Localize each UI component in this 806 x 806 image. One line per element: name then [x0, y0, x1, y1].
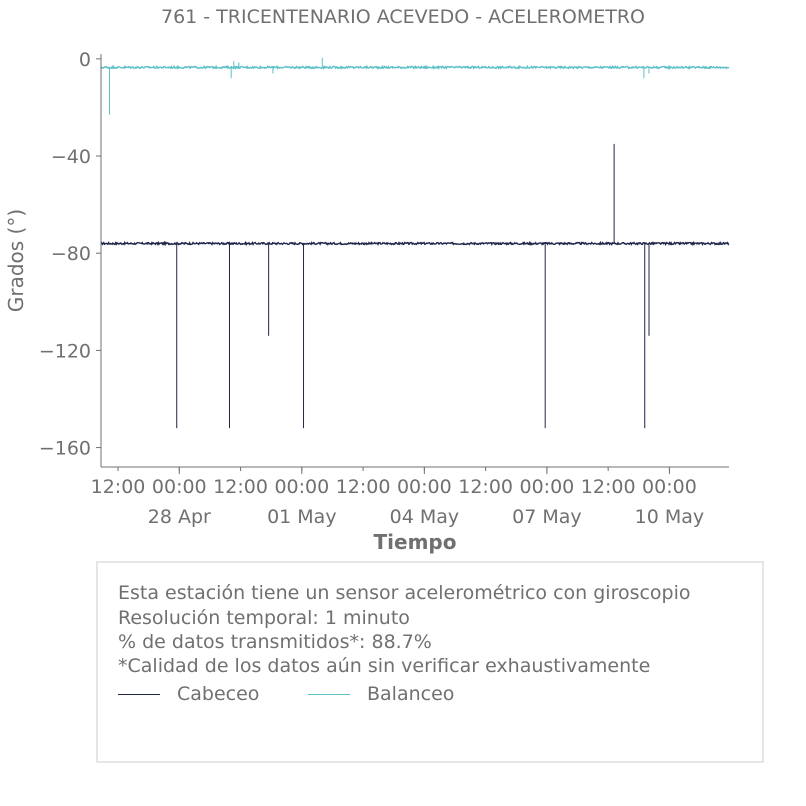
- x-minor-tick-label-8: 12:00: [581, 476, 636, 498]
- x-minor-tick-label-3: 00:00: [274, 476, 329, 498]
- x-major-tick-label-0: 28 Apr: [148, 506, 211, 528]
- x-minor-tick-label-4: 12:00: [336, 476, 391, 498]
- y-tick-label-1: −40: [51, 146, 91, 168]
- chart-title: 761 - TRICENTENARIO ACEVEDO - ACELEROMET…: [160, 6, 646, 28]
- legend-swatch-balanceo: [308, 694, 350, 695]
- y-tick-label-4: −160: [39, 438, 91, 460]
- info-quality-line: *Calidad de los datos aún sin verificar …: [118, 655, 651, 677]
- legend-swatch-cabeceo: [118, 694, 160, 695]
- plot-area: [100, 57, 730, 429]
- x-major-tick-label-1: 01 May: [267, 506, 337, 528]
- info-box: Esta estación tiene un sensor aceleromét…: [96, 561, 764, 763]
- legend-label-cabeceo: Cabeceo: [177, 683, 260, 705]
- x-minor-tick-label-5: 00:00: [397, 476, 452, 498]
- info-sensor-line: Esta estación tiene un sensor aceleromét…: [118, 582, 691, 604]
- x-major-tick-label-3: 07 May: [512, 506, 582, 528]
- x-minor-tick-label-0: 12:00: [91, 476, 146, 498]
- x-minor-tick-label-1: 00:00: [152, 476, 207, 498]
- x-minor-tick-label-7: 00:00: [520, 476, 575, 498]
- x-minor-tick-label-2: 12:00: [213, 476, 268, 498]
- x-major-tick-label-2: 04 May: [390, 506, 460, 528]
- series-line-balanceo: [100, 64, 730, 71]
- y-tick-label-2: −80: [51, 243, 91, 265]
- x-minor-tick-label-9: 00:00: [642, 476, 697, 498]
- info-transmitted-line: % de datos transmitidos*: 88.7%: [118, 631, 432, 653]
- x-major-tick-label-4: 10 May: [635, 506, 705, 528]
- y-tick-label-3: −120: [39, 340, 91, 362]
- legend-label-balanceo: Balanceo: [367, 683, 455, 705]
- x-minor-tick-label-6: 12:00: [458, 476, 513, 498]
- series-line-cabeceo: [100, 240, 730, 247]
- x-axis-label: Tiempo: [374, 530, 457, 554]
- y-axis-label: Grados (°): [4, 209, 28, 312]
- info-resolution-line: Resolución temporal: 1 minuto: [118, 607, 410, 629]
- y-tick-label-0: 0: [79, 49, 91, 71]
